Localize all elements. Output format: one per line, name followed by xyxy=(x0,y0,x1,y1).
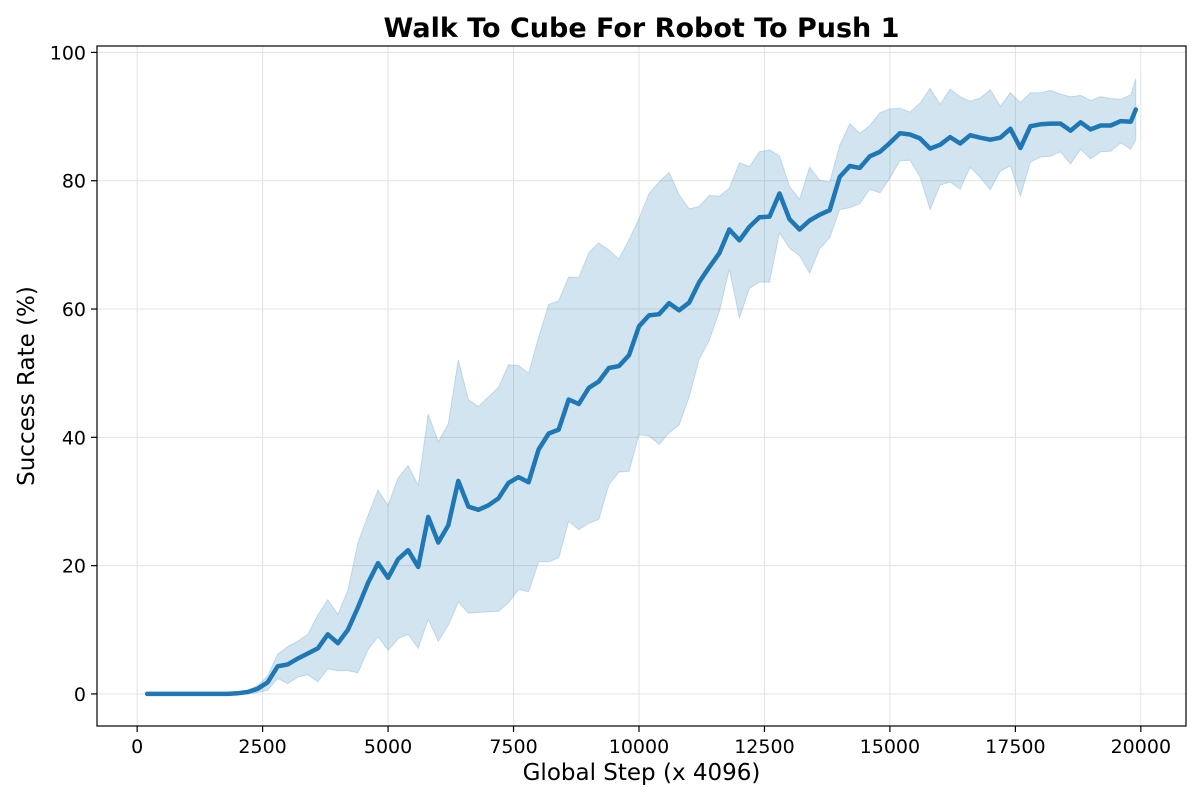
grid xyxy=(97,46,1186,726)
x-tick-label: 2500 xyxy=(238,736,286,758)
confidence-band xyxy=(147,78,1137,695)
plot-frame xyxy=(96,45,1187,727)
y-tick-label: 0 xyxy=(74,684,86,706)
x-tick-label: 15000 xyxy=(860,736,920,758)
y-tick-label: 20 xyxy=(62,556,86,578)
y-tick-label: 80 xyxy=(62,171,86,193)
x-tick-label: 12500 xyxy=(734,736,794,758)
y-axis-label: Success Rate (%) xyxy=(14,286,40,486)
x-tick-label: 17500 xyxy=(985,736,1045,758)
x-axis-label: Global Step (x 4096) xyxy=(523,760,761,786)
x-tick-label: 10000 xyxy=(609,736,669,758)
y-tick-label: 100 xyxy=(50,42,86,64)
chart-title: Walk To Cube For Robot To Push 1 xyxy=(384,13,900,44)
y-tick-label: 60 xyxy=(62,299,86,321)
mean-series-line xyxy=(144,107,1139,697)
x-tick-label: 0 xyxy=(131,736,143,758)
x-tick-label: 20000 xyxy=(1111,736,1171,758)
x-tick-label: 5000 xyxy=(364,736,412,758)
x-tick-label: 7500 xyxy=(489,736,537,758)
axis-ticks: 0 2500 5000 7500 10000 12500 15000 17500 20000 0 2… xyxy=(50,42,1171,758)
y-tick-label: 40 xyxy=(62,427,86,449)
